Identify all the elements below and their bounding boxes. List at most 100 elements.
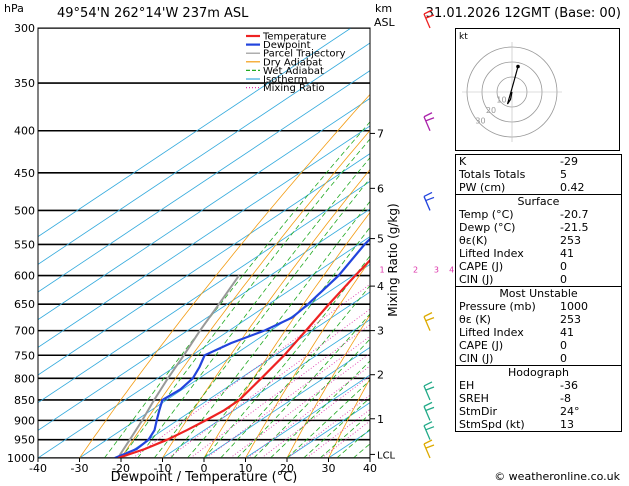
pressure-tick-label: 300 bbox=[14, 22, 35, 35]
wet-adiabat-line bbox=[120, 138, 370, 458]
mixing-ratio-axis-label: Mixing Ratio (g/kg) bbox=[386, 203, 400, 316]
copyright-footer: © weatheronline.co.uk bbox=[494, 470, 620, 483]
x-tick-label: 0 bbox=[201, 462, 208, 475]
mixing-ratio-line bbox=[247, 365, 370, 458]
wet-adiabat-line bbox=[220, 285, 370, 458]
pressure-tick-label: 850 bbox=[14, 394, 35, 407]
km-tick-label: 6 bbox=[377, 182, 384, 195]
hodograph-unit-label: kt bbox=[459, 32, 468, 42]
km-tick-label: 2 bbox=[377, 369, 384, 382]
hodograph-ring-label: 10 bbox=[496, 96, 506, 105]
pressure-tick-label: 700 bbox=[14, 325, 35, 338]
mu-row: Lifted Index 41 bbox=[459, 326, 574, 339]
hodo-row: StmSpd (kt) 13 bbox=[459, 418, 574, 431]
hodograph-ring-label: 30 bbox=[475, 117, 485, 126]
dry-adiabat-line bbox=[286, 314, 370, 458]
legend-entry: Parcel Trajectory bbox=[246, 49, 346, 60]
most-unstable-title: Most Unstable bbox=[499, 287, 578, 300]
legend-entry: Dewpoint bbox=[246, 40, 311, 51]
svg-text:Dewpoint: Dewpoint bbox=[263, 40, 311, 51]
svg-text:Parcel Trajectory: Parcel Trajectory bbox=[263, 49, 346, 60]
pressure-tick-label: 600 bbox=[14, 270, 35, 283]
svg-text:Mixing Ratio: Mixing Ratio bbox=[263, 83, 325, 94]
x-tick-label: 40 bbox=[363, 462, 377, 475]
mu-row: Pressure (mb) 1000 bbox=[459, 300, 588, 313]
pressure-tick-label: 550 bbox=[14, 238, 35, 251]
mu-row: CAPE (J) 0 bbox=[459, 339, 567, 352]
isotherm-line bbox=[203, 346, 370, 458]
dry-adiabat-line bbox=[328, 378, 370, 458]
km-tick-label: 3 bbox=[377, 325, 384, 338]
km-tick-label: 7 bbox=[377, 127, 384, 140]
hodograph-ring-label: 20 bbox=[486, 106, 496, 115]
dewpoint-line bbox=[114, 237, 370, 458]
hodo-row: SREH -8 bbox=[459, 392, 571, 405]
wind-barb bbox=[423, 191, 435, 211]
wind-barb bbox=[423, 421, 435, 440]
km-unit-label: km bbox=[375, 2, 393, 15]
isotherm-line bbox=[38, 42, 370, 265]
dry-adiabat-line bbox=[162, 168, 370, 458]
isotherm-line bbox=[38, 97, 370, 321]
x-tick-label: 30 bbox=[322, 462, 336, 475]
wet-adiabat-line bbox=[153, 177, 370, 458]
legend-entry: Mixing Ratio bbox=[246, 83, 325, 94]
temperature-line bbox=[117, 258, 370, 458]
km-tick-label: 1 bbox=[377, 413, 384, 426]
hodograph-end-marker bbox=[516, 64, 520, 69]
surface-title: Surface bbox=[517, 195, 560, 208]
wind-barb bbox=[423, 312, 435, 331]
km-tick-label: LCL bbox=[377, 450, 396, 461]
datetime-label: 31.01.2026 12GMT (Base: 00) bbox=[425, 6, 621, 21]
asl-unit-label: ASL bbox=[374, 16, 395, 29]
wet-adiabat-line bbox=[137, 157, 370, 458]
surface-row: CAPE (J) 0 bbox=[459, 260, 567, 273]
wind-barb bbox=[423, 9, 435, 29]
index-row-pw: PW (cm) 0.42 bbox=[459, 181, 585, 194]
wet-adiabat-line bbox=[303, 397, 370, 458]
pressure-tick-label: 950 bbox=[14, 434, 35, 447]
wind-barb bbox=[423, 401, 435, 421]
svg-text:Dry Adiabat: Dry Adiabat bbox=[263, 57, 322, 68]
pressure-tick-label: 900 bbox=[14, 414, 35, 427]
isotherm-line bbox=[38, 70, 370, 293]
pressure-unit-label: hPa bbox=[4, 2, 24, 15]
mixing-ratio-label: 4 bbox=[449, 266, 454, 275]
isotherm-line bbox=[38, 236, 370, 458]
surface-row: Dewp (°C) -21.5 bbox=[459, 221, 589, 234]
x-tick-label: 20 bbox=[280, 462, 294, 475]
index-row-k: K -29 bbox=[459, 155, 578, 168]
mixing-ratio-line bbox=[261, 375, 370, 458]
svg-text:Isotherm: Isotherm bbox=[263, 75, 307, 86]
mu-row: CIN (J) 0 bbox=[459, 352, 567, 365]
surface-row: θε(K) 253 bbox=[459, 234, 581, 247]
mu-row: θε (K) 253 bbox=[459, 313, 581, 326]
wet-adiabat-line bbox=[187, 226, 370, 458]
hodograph-trace bbox=[506, 66, 519, 105]
mixing-ratio-label: 3 bbox=[434, 266, 439, 275]
legend-entry: Dry Adiabat bbox=[246, 57, 322, 68]
index-row-totals: Totals Totals 5 bbox=[459, 168, 567, 181]
hodo-row: StmDir 24° bbox=[459, 405, 580, 418]
mixing-ratio-label: 1 bbox=[379, 266, 384, 275]
isotherm-line bbox=[38, 153, 370, 376]
parcel-trajectory-line bbox=[117, 275, 240, 458]
pressure-tick-label: 400 bbox=[14, 125, 35, 138]
wet-adiabat-line bbox=[286, 379, 370, 458]
isotherm-line bbox=[38, 28, 352, 238]
legend-entry: Temperature bbox=[246, 32, 326, 43]
wind-barb bbox=[423, 439, 435, 459]
isotherm-line bbox=[38, 208, 370, 431]
location-title: 49°54'N 262°14'W 237m ASL bbox=[57, 6, 249, 21]
x-tick-label: -10 bbox=[154, 462, 172, 475]
x-tick-label: -40 bbox=[29, 462, 47, 475]
svg-text:Temperature: Temperature bbox=[262, 32, 326, 43]
km-tick-label: 5 bbox=[377, 233, 384, 246]
pressure-tick-label: 1000 bbox=[7, 452, 35, 465]
pressure-tick-label: 450 bbox=[14, 167, 35, 180]
surface-row: CIN (J) 0 bbox=[459, 273, 567, 286]
legend-entry: Isotherm bbox=[246, 75, 307, 86]
pressure-tick-label: 800 bbox=[14, 372, 35, 385]
